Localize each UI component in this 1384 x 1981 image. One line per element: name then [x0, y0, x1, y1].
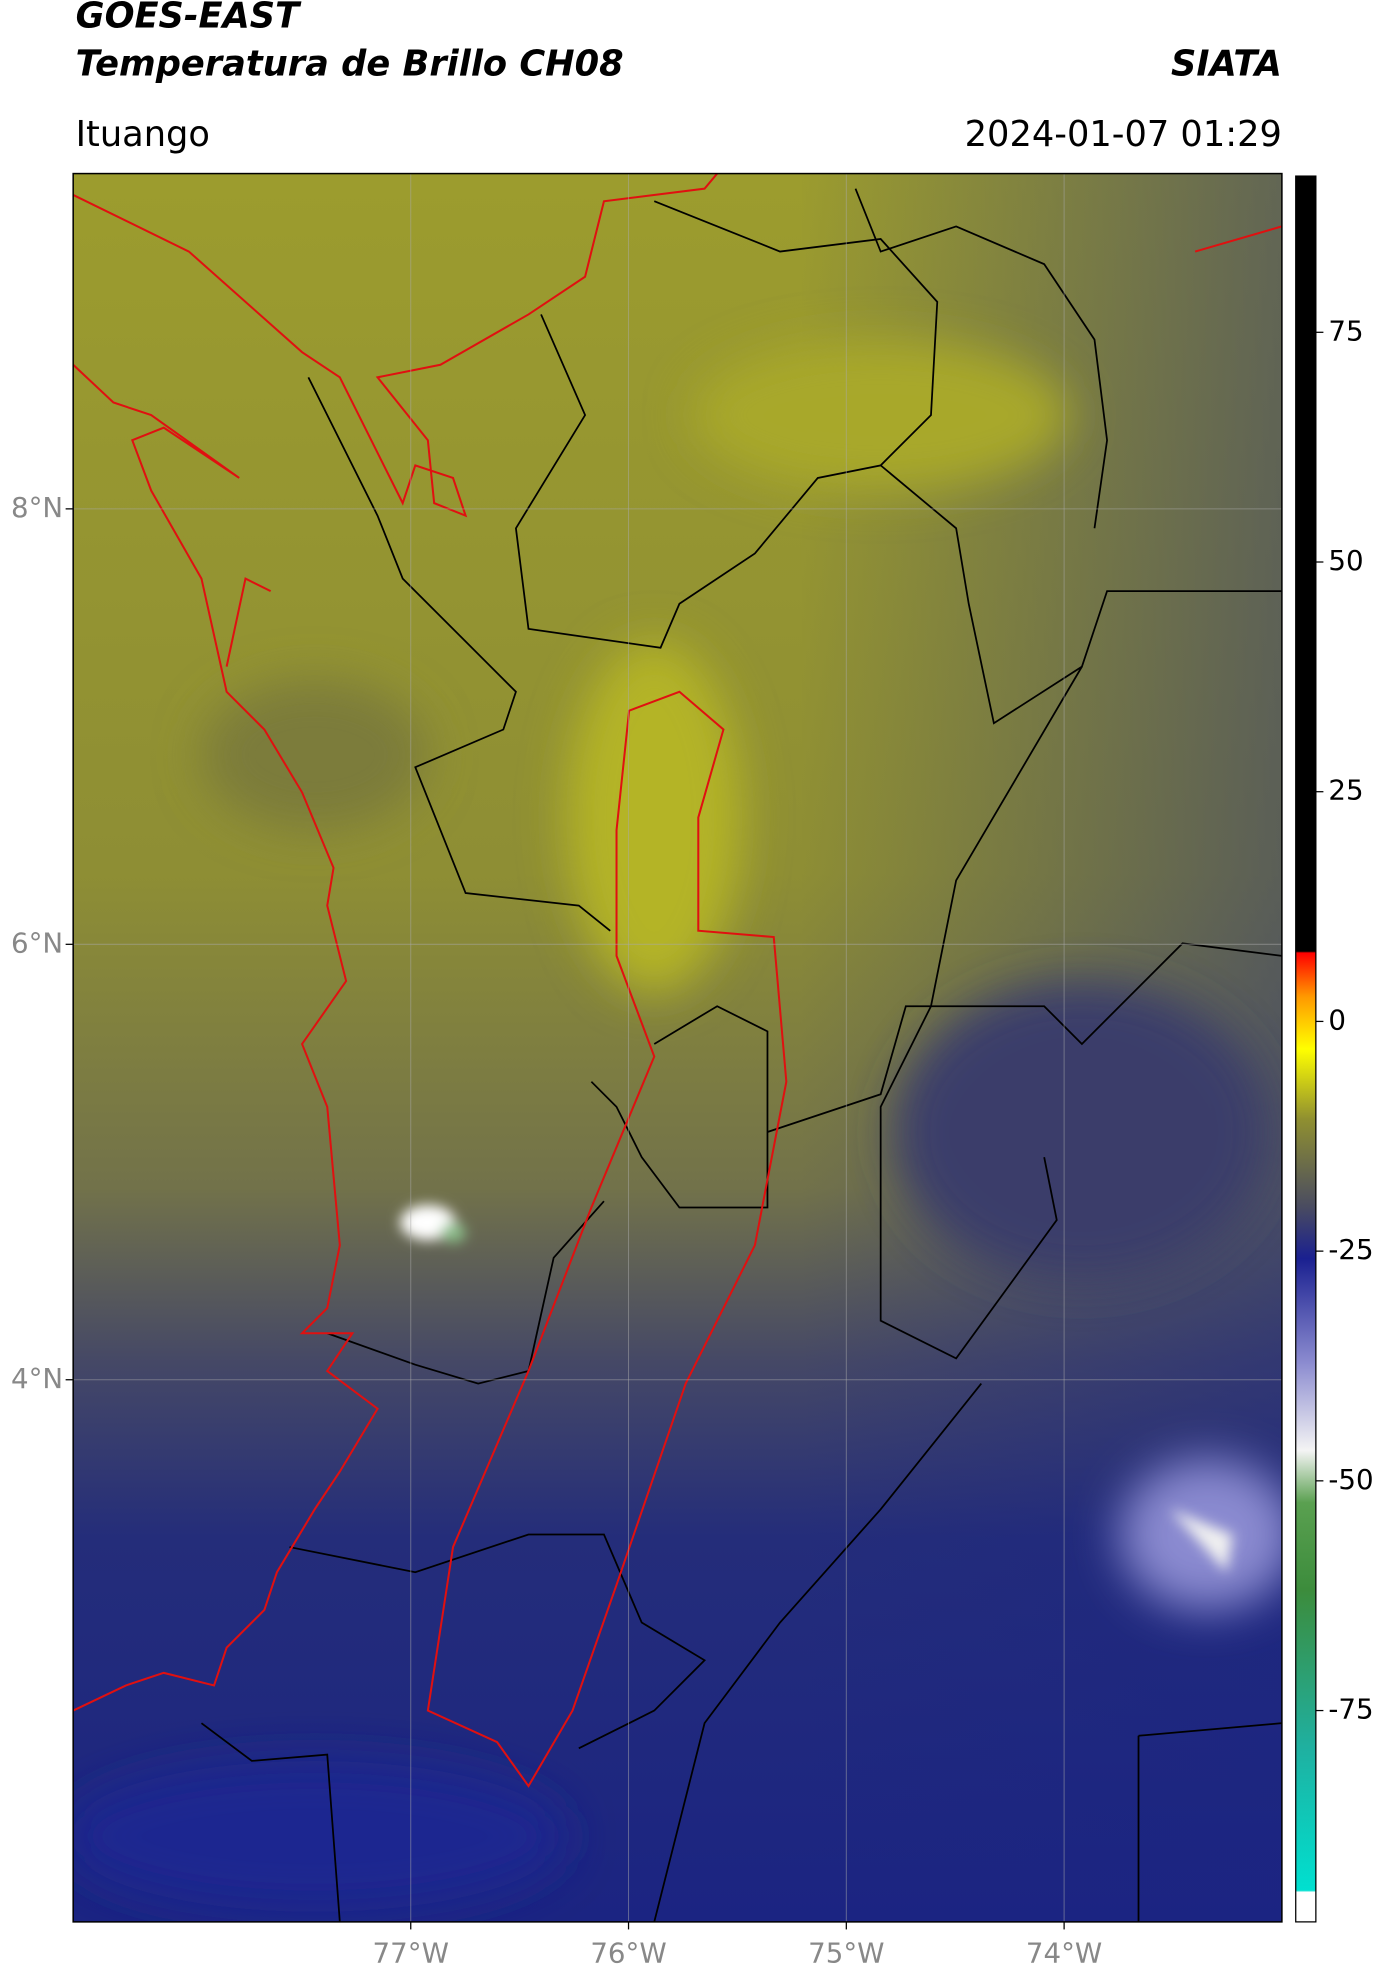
x-tick-label: 75°W	[808, 1937, 884, 1970]
colorbar-tick-label: -75	[1328, 1693, 1373, 1726]
region: Ituango	[76, 114, 210, 155]
y-tick-label: 6°N	[11, 926, 63, 959]
colorbar-tick-label: 25	[1328, 774, 1363, 807]
colorbar-tick-label: -50	[1328, 1463, 1373, 1496]
y-tick-label: 4°N	[11, 1362, 63, 1395]
colorbar-tick-label: 75	[1328, 314, 1363, 347]
x-tick-label: 77°W	[373, 1937, 449, 1970]
map-imagery	[73, 173, 1282, 1922]
colorbar	[1295, 175, 1317, 1923]
colorbar-tick-label: 0	[1328, 1003, 1346, 1036]
colorbar-tick-label: 50	[1328, 544, 1363, 577]
y-tick-label: 8°N	[11, 491, 63, 524]
agency: SIATA	[1171, 43, 1282, 84]
subtitle: Temperatura de Brillo CH08	[76, 43, 624, 84]
x-tick-label: 76°W	[590, 1937, 666, 1970]
colorbar-tick-label: -25	[1328, 1233, 1373, 1266]
map-frame	[72, 172, 1283, 1923]
timestamp: 2024-01-07 01:29	[965, 114, 1282, 155]
title: GOES-EAST	[76, 0, 302, 37]
x-tick-label: 74°W	[1026, 1937, 1102, 1970]
